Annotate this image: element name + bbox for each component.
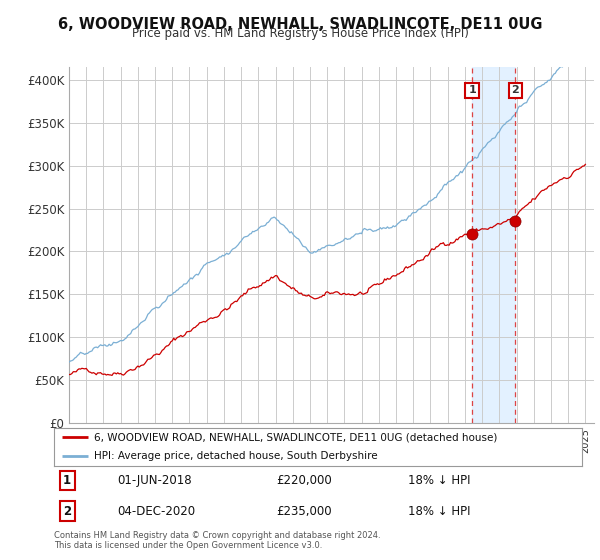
Text: 1: 1 xyxy=(63,474,71,487)
Text: 18% ↓ HPI: 18% ↓ HPI xyxy=(408,474,470,487)
Text: Contains HM Land Registry data © Crown copyright and database right 2024.
This d: Contains HM Land Registry data © Crown c… xyxy=(54,531,380,550)
Text: Price paid vs. HM Land Registry's House Price Index (HPI): Price paid vs. HM Land Registry's House … xyxy=(131,27,469,40)
Text: 01-JUN-2018: 01-JUN-2018 xyxy=(118,474,192,487)
Text: 6, WOODVIEW ROAD, NEWHALL, SWADLINCOTE, DE11 0UG: 6, WOODVIEW ROAD, NEWHALL, SWADLINCOTE, … xyxy=(58,17,542,32)
Text: £235,000: £235,000 xyxy=(276,505,331,517)
Text: 18% ↓ HPI: 18% ↓ HPI xyxy=(408,505,470,517)
Text: 2: 2 xyxy=(511,85,519,95)
Bar xyxy=(472,67,515,423)
Text: HPI: Average price, detached house, South Derbyshire: HPI: Average price, detached house, Sout… xyxy=(94,451,377,461)
Text: £220,000: £220,000 xyxy=(276,474,332,487)
Text: 04-DEC-2020: 04-DEC-2020 xyxy=(118,505,196,517)
Text: 6, WOODVIEW ROAD, NEWHALL, SWADLINCOTE, DE11 0UG (detached house): 6, WOODVIEW ROAD, NEWHALL, SWADLINCOTE, … xyxy=(94,432,497,442)
Text: 2: 2 xyxy=(63,505,71,517)
Text: 1: 1 xyxy=(468,85,476,95)
